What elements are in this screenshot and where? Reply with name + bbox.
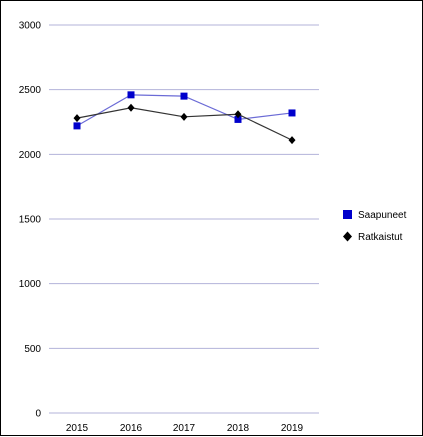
point-ratkaistut-2019	[288, 136, 296, 145]
legend-swatch-ratkaistut	[343, 231, 352, 242]
point-ratkaistut-2018	[234, 110, 242, 119]
y-tick-label-1000: 1000	[19, 279, 42, 290]
point-saapuneet-2016	[127, 91, 135, 99]
point-ratkaistut-2017	[180, 112, 188, 121]
legend-label-ratkaistut: Ratkaistut	[358, 232, 403, 243]
x-tick-label-2018: 2018	[227, 423, 250, 434]
gridlines	[49, 24, 319, 414]
point-ratkaistut-2016	[127, 103, 135, 112]
x-axis-ticks: 2015 2016 2017 2018 2019	[66, 423, 304, 434]
series-saapuneet	[73, 91, 296, 130]
series-group	[73, 91, 296, 145]
y-tick-label-0: 0	[35, 409, 41, 420]
point-saapuneet-2015	[73, 122, 81, 130]
y-tick-label-2000: 2000	[19, 150, 42, 161]
legend-item-ratkaistut: Ratkaistut	[343, 231, 403, 243]
point-saapuneet-2017	[180, 92, 188, 100]
y-tick-label-500: 500	[24, 344, 41, 355]
y-axis-ticks: 0 500 1000 1500 2000 2500 3000	[19, 21, 42, 420]
y-tick-label-1500: 1500	[19, 215, 42, 226]
point-ratkaistut-2015	[73, 114, 81, 123]
legend: Saapuneet Ratkaistut	[343, 210, 407, 243]
y-tick-label-3000: 3000	[19, 21, 42, 32]
x-tick-label-2017: 2017	[173, 423, 196, 434]
series-line-ratkaistut	[76, 107, 293, 141]
point-saapuneet-2019	[288, 109, 296, 117]
legend-swatch-saapuneet	[343, 210, 352, 219]
series-ratkaistut	[73, 103, 296, 145]
x-tick-label-2015: 2015	[66, 423, 89, 434]
legend-label-saapuneet: Saapuneet	[358, 210, 407, 221]
x-tick-label-2016: 2016	[120, 423, 143, 434]
legend-item-saapuneet: Saapuneet	[343, 210, 407, 221]
y-tick-label-2500: 2500	[19, 85, 42, 96]
x-tick-label-2019: 2019	[281, 423, 304, 434]
point-saapuneet-2018	[234, 115, 242, 123]
